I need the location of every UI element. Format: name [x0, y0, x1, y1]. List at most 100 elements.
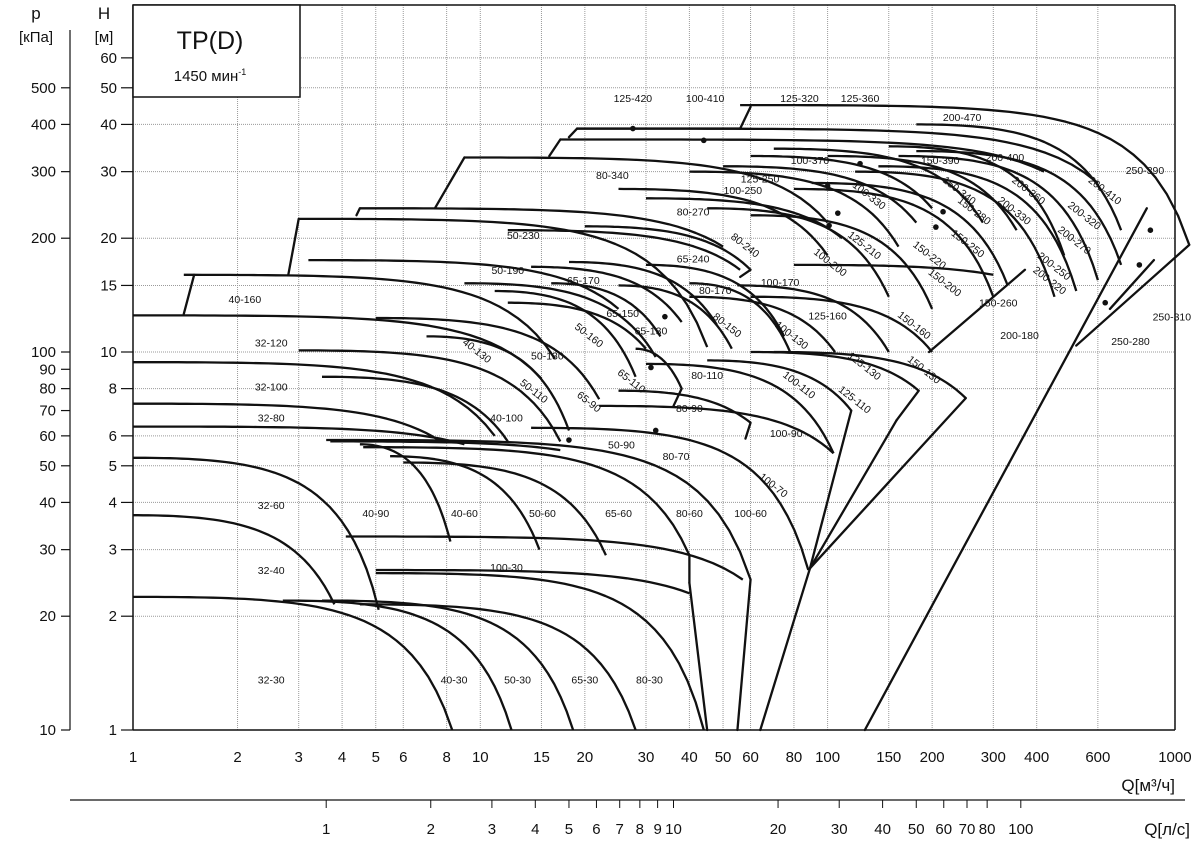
pump-curve [507, 229, 741, 271]
h-tick-label: 8 [109, 381, 117, 398]
p-tick-label: 400 [31, 116, 56, 133]
pump-curve [618, 389, 752, 424]
pump-marker-dot [835, 210, 841, 216]
pump-curve [133, 361, 496, 437]
pump-model-label: 32-120 [255, 337, 288, 349]
pump-model-label: 80-90 [676, 403, 703, 415]
h-tick-label: 5 [109, 458, 117, 475]
pump-model-label: 32-60 [258, 500, 285, 512]
pump-curve [403, 461, 607, 556]
pump-model-label: 40-60 [451, 508, 478, 520]
pump-model-label: 80-170 [699, 285, 732, 297]
p-tick-label: 200 [31, 230, 56, 247]
pump-curve [618, 187, 829, 257]
pump-model-label: 100-250 [724, 185, 763, 197]
pump-curve [689, 295, 836, 353]
pump-curve [635, 347, 683, 390]
pump-curve [326, 438, 752, 581]
pump-model-label: 65-240 [677, 253, 710, 265]
pump-model-label: 100-410 [686, 93, 725, 105]
pump-curve [322, 375, 509, 443]
pump-curve [133, 402, 442, 443]
pump-model-label: 40-160 [229, 294, 262, 306]
x-tick-label: 150 [876, 749, 901, 766]
x-tick-label: 4 [338, 749, 346, 766]
pump-curve [584, 225, 752, 271]
pump-model-label: 200-400 [986, 152, 1025, 164]
x-tick-label: 6 [399, 749, 407, 766]
pump-marker-dot [630, 125, 636, 132]
pump-curve [464, 282, 657, 358]
pump-curve [531, 426, 810, 571]
pump-model-label: 80-110 [691, 370, 723, 382]
pump-model-label: 80-270 [677, 207, 710, 219]
pump-curve [740, 103, 1191, 246]
pump-model-label: 32-40 [258, 565, 285, 577]
x2-tick-label: 80 [979, 821, 996, 838]
p-tick-label: 90 [39, 361, 56, 378]
h-tick-label: 50 [100, 80, 117, 97]
pump-marker-dot [940, 208, 946, 215]
pump-model-label: 100-200 [811, 246, 849, 279]
pump-curve [375, 571, 705, 731]
x-tick-label: 400 [1024, 749, 1049, 766]
pump-curve [898, 154, 1099, 281]
pump-boundary-line [738, 268, 752, 279]
pump-boundary-line [1108, 258, 1156, 311]
pump-model-label: 80-30 [636, 675, 663, 687]
pump-marker-dot [1102, 299, 1109, 306]
pump-model-label: 50-90 [608, 439, 635, 451]
pump-boundary-line [736, 578, 752, 732]
pump-model-label: 150-250 [949, 227, 987, 260]
pump-boundary-line [548, 138, 562, 158]
pump-boundary-line [808, 419, 898, 570]
pump-model-label: 65-130 [635, 325, 668, 337]
pump-model-label: 50-190 [491, 265, 524, 277]
pump-curve [330, 440, 561, 452]
pump-model-label: 32-80 [258, 413, 285, 425]
pump-boundary-line [895, 389, 920, 422]
x-tick-label: 30 [638, 749, 655, 766]
pump-labels: 125-420 100-410 125-320 125-360 200-470 100-3… [229, 93, 1192, 687]
pump-curve [298, 217, 709, 348]
pump-curve [133, 425, 465, 446]
pump-curve [750, 214, 934, 310]
x-tick-label: 40 [681, 749, 698, 766]
pump-curve [750, 350, 920, 392]
x2-tick-label: 30 [831, 821, 848, 838]
pump-curve [793, 263, 994, 276]
h-axis-title: H [98, 4, 110, 23]
x2-tick-label: 6 [592, 821, 600, 838]
pump-model-label: 80-150 [710, 311, 743, 341]
pump-curve [689, 282, 792, 353]
pump-curve [878, 165, 1078, 292]
h-tick-label: 1 [109, 722, 117, 739]
pump-model-label: 50-160 [572, 321, 605, 351]
pump-boundary-line [567, 127, 579, 139]
pump-model-label: 40-30 [441, 675, 468, 687]
h-tick-label: 3 [109, 542, 117, 559]
pump-marker-dot [566, 437, 572, 443]
pump-marker-dot [662, 313, 668, 320]
pump-curve [551, 282, 662, 338]
pump-curve [689, 170, 900, 248]
x-tick-label: 1000 [1158, 749, 1191, 766]
pump-curve [916, 123, 1123, 231]
x2-tick-label: 2 [427, 821, 435, 838]
speed-value: 1450 мин [174, 68, 239, 85]
pump-model-label: 40-90 [362, 508, 389, 520]
h-tick-label: 15 [100, 277, 117, 294]
pump-model-label: 125-320 [780, 93, 819, 105]
pump-model-label: 65-30 [571, 675, 598, 687]
pump-curve [282, 599, 513, 731]
h-tick-label: 6 [109, 428, 117, 445]
pump-curve [773, 147, 984, 224]
x2-tick-label: 1 [322, 821, 330, 838]
pump-boundary-line [355, 207, 362, 217]
pump-model-label: 100-130 [773, 319, 811, 352]
h-tick-label: 40 [100, 116, 117, 133]
pump-boundary-line [688, 581, 709, 732]
x2-tick-label: 8 [636, 821, 644, 838]
pump-curve [464, 156, 829, 224]
p-tick-label: 80 [39, 381, 56, 398]
